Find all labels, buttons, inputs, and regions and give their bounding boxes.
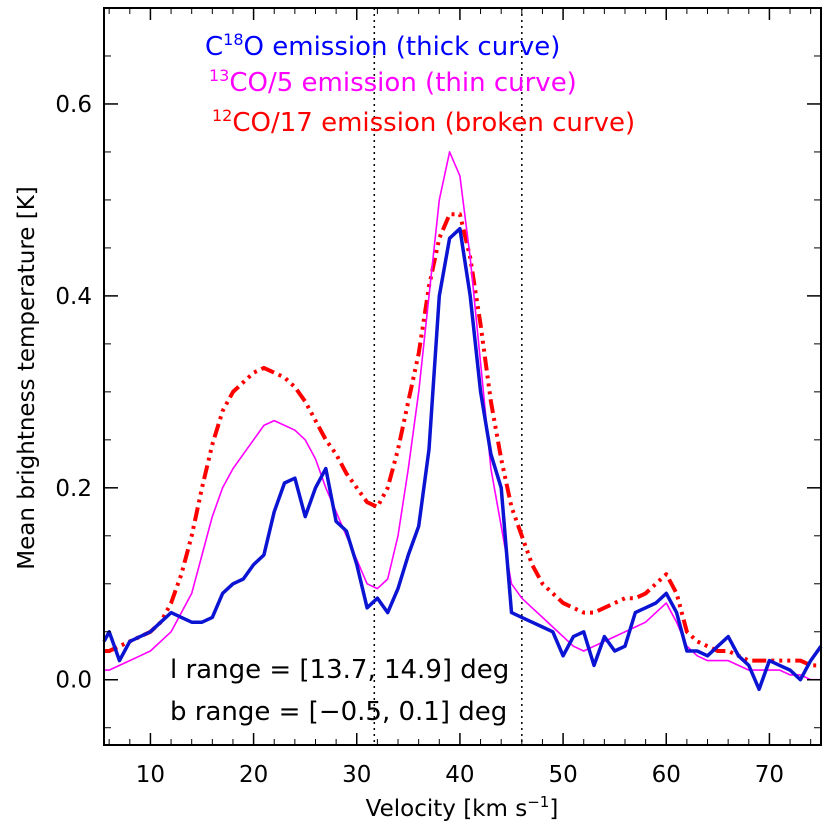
x-tick-label-2: 30 [342,762,371,788]
b-range-annotation: b range = [−0.5, 0.1] deg [170,697,507,727]
axes: 10 20 30 40 50 60 70 0.0 0.2 0.4 0.6 [55,8,821,788]
x-tick-label-6: 70 [755,762,784,788]
plot-frame [103,7,822,746]
l-range-annotation: l range = [13.7, 14.9] deg [170,655,509,685]
legend-entry-12co: 12CO/17 emission (broken curve) [212,106,635,138]
y-tick-label-2: 0.4 [55,284,92,310]
x-axis-title: Velocity [km s−1] [366,793,559,822]
legend-entry-13co: 13CO/5 emission (thin curve) [209,66,577,98]
series-thin-line [104,151,821,681]
x-tick-label-3: 40 [445,762,474,788]
series-group [102,151,823,692]
x-tick-label-0: 10 [136,762,165,788]
legend: C18O emission (thick curve) 13CO/5 emiss… [205,30,635,138]
y-tick-label-3: 0.6 [55,92,92,118]
y-tick-label-0: 0.0 [55,668,92,694]
x-tick-label-1: 20 [239,762,268,788]
series-thick-line [102,226,823,692]
x-tick-label-4: 50 [548,762,577,788]
x-tick-label-5: 60 [652,762,681,788]
y-tick-label-1: 0.2 [55,476,92,502]
series-broken-line [104,212,821,668]
legend-entry-c18o: C18O emission (thick curve) [205,30,560,62]
y-axis-title: Mean brightness temperature [K] [14,186,40,570]
